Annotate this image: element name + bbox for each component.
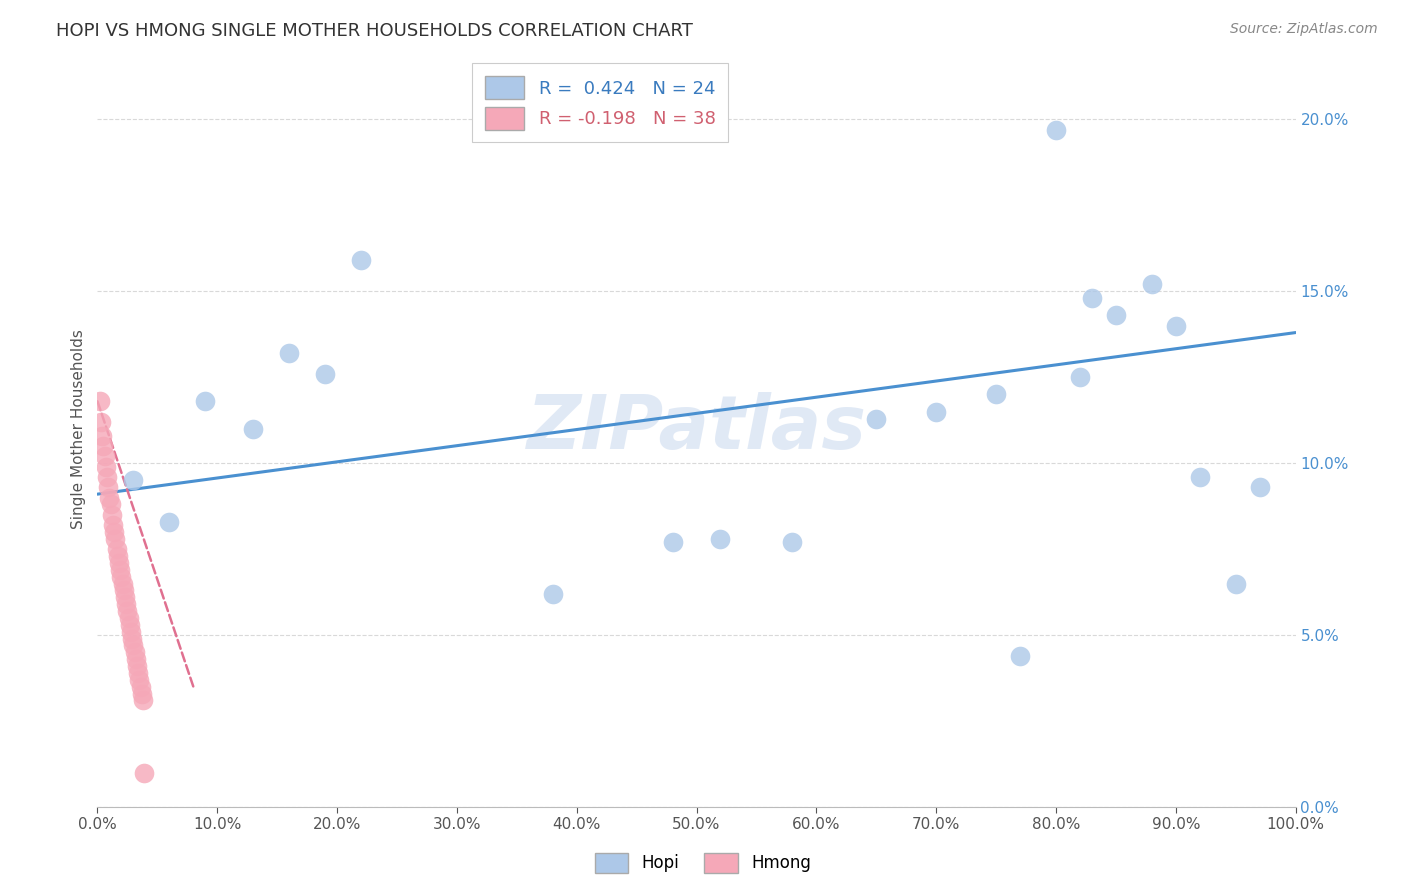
Point xyxy=(124,645,146,659)
Point xyxy=(1069,370,1091,384)
Point xyxy=(541,587,564,601)
Point xyxy=(93,439,115,453)
Point xyxy=(115,597,138,611)
Point xyxy=(134,765,156,780)
Point xyxy=(110,569,132,583)
Point xyxy=(131,687,153,701)
Point xyxy=(105,542,128,557)
Point xyxy=(157,515,180,529)
Point xyxy=(97,480,120,494)
Text: ZIPatlas: ZIPatlas xyxy=(526,392,866,466)
Text: Source: ZipAtlas.com: Source: ZipAtlas.com xyxy=(1230,22,1378,37)
Point xyxy=(125,652,148,666)
Point xyxy=(117,611,139,625)
Point xyxy=(314,367,336,381)
Point xyxy=(782,535,804,549)
Point xyxy=(865,411,887,425)
Point xyxy=(661,535,683,549)
Point xyxy=(122,639,145,653)
Point xyxy=(127,665,149,680)
Point xyxy=(709,532,731,546)
Point xyxy=(103,524,125,539)
Point xyxy=(1045,122,1067,136)
Point xyxy=(129,680,152,694)
Point xyxy=(121,632,143,646)
Point xyxy=(1249,480,1271,494)
Point xyxy=(89,394,111,409)
Point xyxy=(104,532,127,546)
Point xyxy=(118,617,141,632)
Point xyxy=(91,428,114,442)
Point xyxy=(194,394,217,409)
Point xyxy=(125,659,148,673)
Point xyxy=(96,470,118,484)
Point xyxy=(1164,318,1187,333)
Point xyxy=(1188,470,1211,484)
Point xyxy=(242,422,264,436)
Legend: Hopi, Hmong: Hopi, Hmong xyxy=(588,847,818,880)
Y-axis label: Single Mother Households: Single Mother Households xyxy=(72,329,86,529)
Point xyxy=(1008,648,1031,663)
Text: HOPI VS HMONG SINGLE MOTHER HOUSEHOLDS CORRELATION CHART: HOPI VS HMONG SINGLE MOTHER HOUSEHOLDS C… xyxy=(56,22,693,40)
Point xyxy=(107,549,129,563)
Point xyxy=(925,404,948,418)
Point xyxy=(98,491,121,505)
Point xyxy=(117,604,139,618)
Point xyxy=(100,498,122,512)
Point xyxy=(1225,576,1247,591)
Point xyxy=(114,591,136,605)
Point xyxy=(112,583,135,598)
Legend: R =  0.424   N = 24, R = -0.198   N = 38: R = 0.424 N = 24, R = -0.198 N = 38 xyxy=(472,63,728,143)
Point xyxy=(93,450,115,464)
Point xyxy=(1105,309,1128,323)
Point xyxy=(110,563,132,577)
Point xyxy=(101,518,124,533)
Point xyxy=(350,253,373,268)
Point xyxy=(94,459,117,474)
Point xyxy=(108,556,131,570)
Point xyxy=(1140,277,1163,292)
Point xyxy=(128,673,150,687)
Point xyxy=(984,387,1007,401)
Point xyxy=(101,508,124,522)
Point xyxy=(1081,291,1104,305)
Point xyxy=(122,474,145,488)
Point xyxy=(120,624,142,639)
Point xyxy=(90,415,112,429)
Point xyxy=(278,346,301,360)
Point xyxy=(111,576,134,591)
Point xyxy=(132,693,155,707)
